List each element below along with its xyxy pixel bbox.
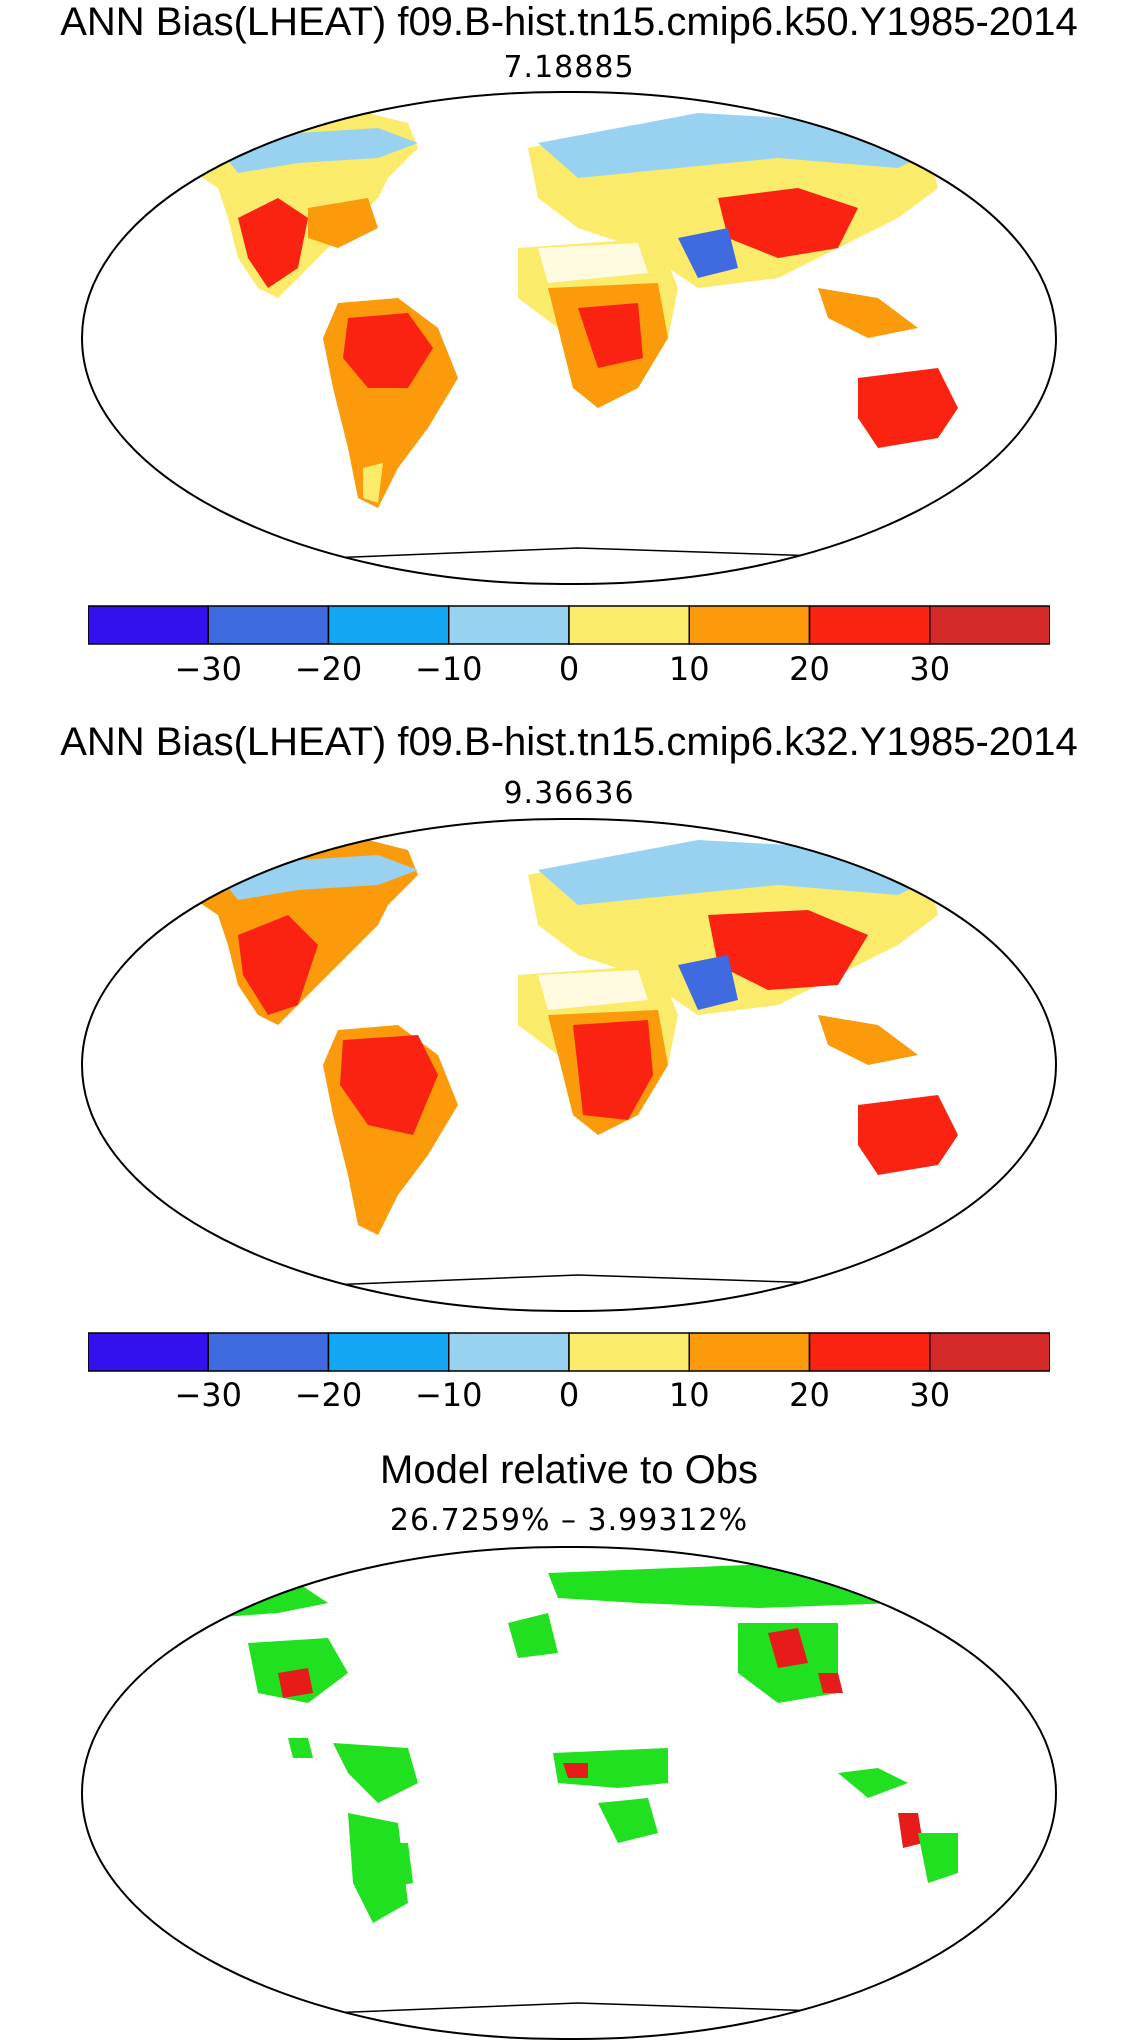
panel-1-title: ANN Bias(LHEAT) f09.B-hist.tn15.cmip6.k5… xyxy=(60,0,1078,44)
colorbar-segment xyxy=(207,1332,330,1372)
colorbar-tick-label: 10 xyxy=(668,1376,710,1414)
bias-map-k32 xyxy=(81,818,1057,1312)
colorbar-tick-label: −30 xyxy=(174,1376,243,1414)
colorbar-tick-label: 0 xyxy=(558,650,580,688)
land-overlay xyxy=(188,840,958,1311)
colorbar-tick-label: 20 xyxy=(789,1376,830,1414)
colorbar-segment xyxy=(688,1332,811,1372)
colorbar-tick-label: −20 xyxy=(294,1376,363,1414)
colorbar-segment xyxy=(327,605,450,645)
colorbar-segment xyxy=(88,1332,209,1372)
colorbar-segment xyxy=(808,605,931,645)
colorbar-2 xyxy=(88,1332,1050,1372)
colorbar-segment xyxy=(568,605,690,645)
map-border xyxy=(81,1546,1057,2040)
colorbar-segment xyxy=(688,605,811,645)
land-overlay xyxy=(198,1563,958,2039)
colorbar-tick-label: 30 xyxy=(909,650,951,688)
land-overlay xyxy=(188,113,958,584)
colorbar-segment xyxy=(327,1332,450,1372)
panel-2-subtitle: 9.36636 xyxy=(503,776,635,811)
map-border xyxy=(81,818,1057,1312)
panel-3-title: Model relative to Obs xyxy=(380,1448,758,1492)
comparison-map xyxy=(81,1546,1057,2040)
colorbar-segment xyxy=(88,605,209,645)
panel-2-title: ANN Bias(LHEAT) f09.B-hist.tn15.cmip6.k3… xyxy=(60,720,1078,764)
colorbar-segment xyxy=(929,605,1050,645)
colorbar-1-ticks: −30 −20 −10 0 10 20 30 xyxy=(0,650,1138,690)
colorbar-tick-label: 10 xyxy=(668,650,710,688)
colorbar-segment xyxy=(448,605,570,645)
colorbar-tick-label: −30 xyxy=(174,650,243,688)
colorbar-segment xyxy=(568,1332,690,1372)
colorbar-tick-label: 20 xyxy=(789,650,830,688)
colorbar-tick-label: 30 xyxy=(909,1376,951,1414)
bias-map-k50 xyxy=(81,91,1057,585)
colorbar-2-ticks: −30 −20 −10 0 10 20 30 xyxy=(0,1376,1138,1416)
colorbar-segment xyxy=(448,1332,570,1372)
map-border xyxy=(81,91,1057,585)
colorbar-segment xyxy=(929,1332,1050,1372)
colorbar-1 xyxy=(88,605,1050,645)
colorbar-segment xyxy=(207,605,330,645)
colorbar-tick-label: −10 xyxy=(414,1376,483,1414)
colorbar-segment xyxy=(808,1332,931,1372)
colorbar-tick-label: 0 xyxy=(558,1376,580,1414)
panel-1-subtitle: 7.18885 xyxy=(503,50,635,85)
colorbar-tick-label: −20 xyxy=(294,650,363,688)
colorbar-tick-label: −10 xyxy=(414,650,483,688)
panel-3-subtitle: 26.7259% – 3.99312% xyxy=(389,1503,749,1538)
